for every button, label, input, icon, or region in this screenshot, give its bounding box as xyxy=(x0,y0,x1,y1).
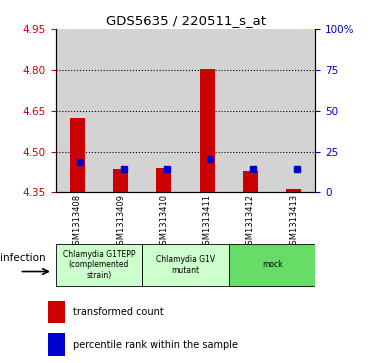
Text: Chlamydia G1TEPP
(complemented
strain): Chlamydia G1TEPP (complemented strain) xyxy=(63,250,135,280)
Text: percentile rank within the sample: percentile rank within the sample xyxy=(73,340,238,350)
Bar xyxy=(48,333,65,356)
Text: infection: infection xyxy=(0,253,46,264)
FancyBboxPatch shape xyxy=(142,244,229,286)
Bar xyxy=(229,29,272,192)
Bar xyxy=(243,171,258,192)
Text: mock: mock xyxy=(262,261,282,269)
Bar xyxy=(286,189,301,192)
Text: transformed count: transformed count xyxy=(73,307,164,317)
Bar xyxy=(113,169,128,192)
Bar xyxy=(70,118,85,192)
Bar xyxy=(156,168,171,192)
FancyBboxPatch shape xyxy=(229,244,315,286)
Bar xyxy=(200,69,215,192)
Bar xyxy=(272,29,315,192)
Bar xyxy=(48,301,65,323)
Bar xyxy=(99,29,142,192)
Text: Chlamydia G1V
mutant: Chlamydia G1V mutant xyxy=(156,255,215,275)
Text: GDS5635 / 220511_s_at: GDS5635 / 220511_s_at xyxy=(105,15,266,28)
Bar xyxy=(56,29,99,192)
Bar xyxy=(186,29,229,192)
Bar xyxy=(142,29,186,192)
FancyBboxPatch shape xyxy=(56,244,142,286)
